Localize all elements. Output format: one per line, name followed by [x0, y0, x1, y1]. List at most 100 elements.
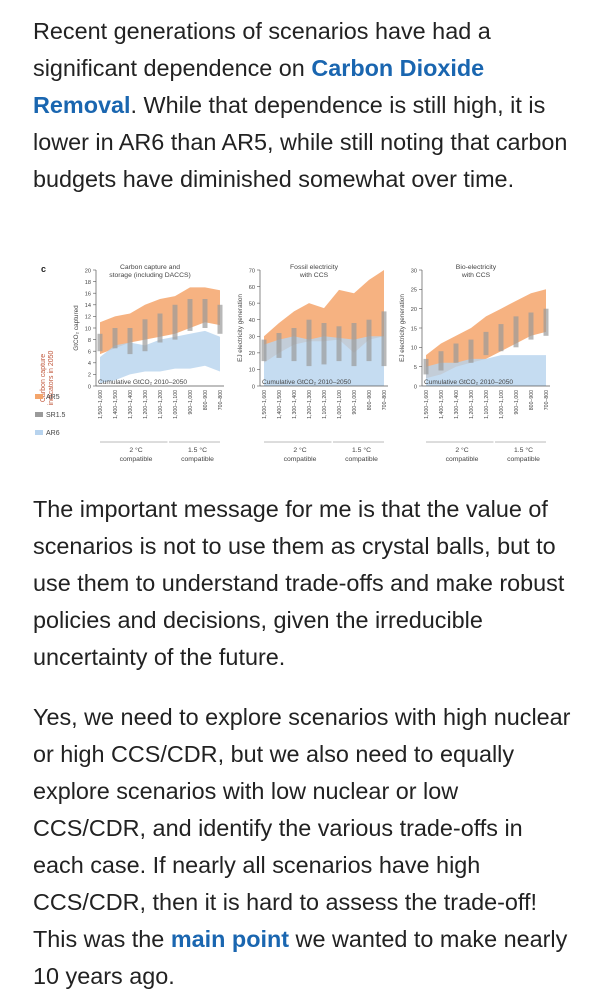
x-category-label: 1,500–1,600 — [262, 390, 268, 419]
y-tick-label: 10 — [85, 326, 91, 332]
panel-title-line1: Bio-electricity — [456, 264, 497, 271]
panel-title-line1: Fossil electricity — [290, 264, 339, 271]
x-category-label: 800–900 — [203, 390, 209, 410]
category-15c: 1.5 °C — [352, 446, 371, 454]
y-tick-label: 30 — [249, 335, 255, 341]
x-category-label: 800–900 — [529, 390, 535, 410]
y-tick-label: 8 — [88, 338, 91, 344]
x-category-label: 900–1,000 — [352, 390, 358, 415]
legend-swatch-sr15 — [35, 412, 43, 417]
y-axis-label: GtCO₂ captured — [73, 305, 80, 351]
x-category-label: 1,300–1,400 — [454, 390, 460, 419]
bar-sr15 — [513, 316, 519, 348]
x-category-label: 900–1,000 — [188, 390, 194, 415]
y-tick-label: 20 — [411, 307, 417, 313]
y-tick-label: 40 — [249, 318, 255, 324]
y-tick-label: 18 — [85, 280, 91, 286]
legend-swatch-ar5 — [35, 394, 43, 399]
category-15c-sub: compatible — [345, 456, 378, 463]
x-category-label: 1,400–1,500 — [439, 390, 445, 419]
x-category-label: 1,100–1,200 — [158, 390, 164, 419]
x-category-label: 900–1,000 — [514, 390, 520, 415]
bar-sr15 — [366, 319, 372, 362]
y-tick-label: 0 — [252, 384, 255, 390]
x-axis-caption: Cumulative GtCO₂ 2010–2050 — [424, 379, 513, 386]
intro-text-before: Recent generations of scenarios have had… — [33, 18, 491, 81]
bar-sr15 — [336, 326, 342, 362]
category-2c-sub: compatible — [284, 456, 317, 463]
y-tick-label: 0 — [88, 384, 91, 390]
x-category-label: 1,300–1,400 — [128, 390, 134, 419]
band-ar6 — [426, 355, 546, 386]
y-tick-label: 20 — [85, 268, 91, 274]
y-tick-label: 25 — [411, 288, 417, 294]
legend: AR5 SR1.5 AR6 — [35, 394, 66, 437]
bar-sr15 — [381, 311, 387, 367]
x-axis-caption: Cumulative GtCO₂ 2010–2050 — [262, 379, 351, 386]
y-axis-label: EJ electricity generation — [237, 294, 244, 362]
y-tick-label: 15 — [411, 326, 417, 332]
category-15c-sub: compatible — [507, 456, 540, 463]
bar-sr15 — [112, 328, 118, 349]
category-2c: 2 °C — [455, 446, 468, 454]
message-paragraph: The important message for me is that the… — [33, 496, 565, 670]
bar-sr15 — [321, 323, 327, 365]
bar-sr15 — [543, 308, 549, 336]
x-category-label: 1,300–1,400 — [292, 390, 298, 419]
x-category-label: 1,500–1,600 — [424, 390, 430, 419]
bar-sr15 — [142, 319, 148, 352]
legend-label-sr15: SR1.5 — [46, 412, 66, 419]
bar-sr15 — [172, 304, 178, 340]
main-point-link[interactable]: main point — [170, 926, 290, 952]
category-2c-sub: compatible — [446, 456, 479, 463]
y-tick-label: 20 — [249, 351, 255, 357]
y-tick-label: 50 — [249, 301, 255, 307]
intro-text-after: . While that dependence is still high, i… — [33, 92, 568, 192]
category-2c: 2 °C — [293, 446, 306, 454]
x-category-label: 1,200–1,300 — [469, 390, 475, 419]
carbon-capture-figure: c Carbon capture indicators in 2050 AR5 … — [30, 258, 560, 478]
bar-sr15 — [498, 324, 504, 352]
bar-sr15 — [127, 328, 133, 355]
x-category-label: 1,400–1,500 — [277, 390, 283, 419]
bar-sr15 — [453, 343, 459, 363]
row-label-line1: Carbon capture — [40, 354, 47, 402]
bar-sr15 — [276, 333, 282, 358]
chart-panel-1: 0 2 4 6 8 10 12 14 16 18 20 GtCO₂ captured Carbon ca… — [73, 264, 224, 463]
bar-sr15 — [423, 358, 429, 375]
category-2c-sub: compatible — [120, 456, 153, 463]
bar-sr15 — [483, 331, 489, 356]
bar-sr15 — [202, 299, 208, 328]
y-tick-label: 30 — [411, 268, 417, 274]
bar-sr15 — [157, 313, 163, 343]
legend-swatch-ar6 — [35, 430, 43, 435]
x-category-label: 1,200–1,300 — [307, 390, 313, 419]
x-category-label: 700–800 — [218, 390, 224, 410]
panel-letter: c — [41, 264, 46, 274]
category-15c-sub: compatible — [181, 456, 214, 463]
x-category-label: 1,000–1,100 — [337, 390, 343, 419]
carbon-dioxide-removal-link[interactable]: Carbon Dioxide Removal — [33, 55, 485, 118]
tradeoff-text-before: Yes, we need to explore scenarios with h… — [33, 704, 571, 952]
y-tick-label: 60 — [249, 285, 255, 291]
panel-title-line2: storage (including DACCS) — [109, 272, 191, 279]
y-tick-label: 16 — [85, 292, 91, 298]
y-tick-label: 4 — [88, 361, 91, 367]
bar-sr15 — [438, 351, 444, 371]
y-tick-label: 12 — [85, 315, 91, 321]
category-15c: 1.5 °C — [514, 446, 533, 454]
x-category-label: 1,400–1,500 — [113, 390, 119, 419]
bar-sr15 — [217, 304, 223, 334]
y-tick-label: 14 — [85, 303, 91, 309]
x-category-label: 1,000–1,100 — [173, 390, 179, 419]
row-label-line2: indicators in 2050 — [48, 350, 55, 405]
tradeoff-text-after: we wanted to make nearly 10 years ago. — [33, 926, 568, 989]
y-tick-label: 10 — [411, 346, 417, 352]
x-category-label: 1,000–1,100 — [499, 390, 505, 419]
bar-sr15 — [97, 333, 103, 352]
category-15c: 1.5 °C — [188, 446, 207, 454]
bar-sr15 — [528, 312, 534, 340]
bar-sr15 — [187, 299, 193, 331]
panel-title-line2: with CCS — [461, 272, 491, 279]
x-category-label: 1,100–1,200 — [322, 390, 328, 419]
